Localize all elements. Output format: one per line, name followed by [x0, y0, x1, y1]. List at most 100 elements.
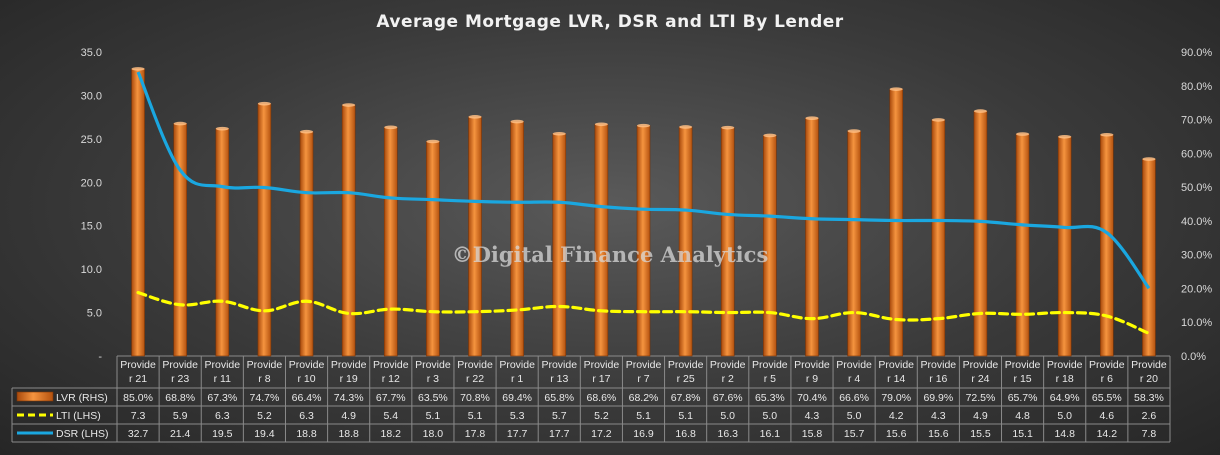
table-legend: LVR (RHS) LTI (LHS) DSR (LHS) [16, 391, 109, 440]
left-tick-label: 35.0 [81, 47, 102, 59]
left-tick-label: 10.0 [81, 264, 102, 276]
category-label: r 18 [1056, 373, 1074, 385]
lvr-bar [636, 125, 651, 357]
series-lines [136, 71, 1151, 336]
category-label: Provide [120, 359, 156, 371]
data-label: 5.1 [678, 410, 693, 422]
legend-label: LVR (RHS) [56, 392, 108, 404]
lvr-bar-cap [215, 126, 229, 131]
lvr-bar [510, 121, 524, 357]
data-label: 7.3 [131, 410, 146, 422]
lvr-bar [594, 123, 609, 357]
data-label: 14.2 [1097, 428, 1118, 440]
lvr-bar-cap [300, 129, 314, 134]
lvr-bar-cap [257, 101, 271, 106]
lvr-bar-cap [679, 125, 693, 129]
category-label: Provide [710, 359, 746, 371]
data-label: 58.3% [1134, 392, 1164, 404]
lvr-bar-cap [1142, 157, 1156, 161]
lvr-bar-cap [1100, 132, 1114, 137]
category-label: r 4 [848, 373, 860, 385]
data-label: 64.9% [1050, 392, 1080, 404]
lvr-bar [299, 131, 314, 357]
lvr-bar [215, 128, 230, 357]
lvr-bar-cap [1016, 132, 1030, 136]
lvr-bar-cap [637, 123, 650, 128]
data-label: 65.3% [755, 392, 785, 404]
data-label: 67.3% [207, 392, 237, 404]
left-tick-label: - [98, 351, 102, 363]
right-tick-label: 20.0% [1181, 283, 1212, 295]
lvr-bar [847, 130, 861, 357]
data-label: 69.4% [502, 392, 532, 404]
data-label: 5.1 [426, 410, 441, 422]
data-label: 5.0 [847, 410, 862, 422]
category-label: r 12 [382, 373, 400, 385]
lvr-bar [889, 88, 904, 357]
lvr-bar-cap [931, 118, 945, 122]
data-label: 15.5 [970, 428, 991, 440]
category-label: Provide [963, 359, 999, 371]
category-label: r 2 [722, 373, 734, 385]
category-label: r 8 [258, 373, 270, 385]
lvr-bar [931, 119, 946, 357]
left-tick-label: 25.0 [81, 134, 102, 146]
data-label: 70.8% [460, 392, 490, 404]
category-label: Provide [836, 359, 872, 371]
category-label: r 3 [427, 373, 439, 385]
data-label: 17.8 [465, 428, 486, 440]
category-label: Provide [921, 359, 957, 371]
category-label: r 20 [1140, 373, 1158, 385]
lvr-bar [257, 103, 272, 357]
category-label: Provide [1005, 359, 1041, 371]
data-label: 17.7 [507, 428, 528, 440]
data-label: 74.3% [334, 392, 364, 404]
data-label: 6.3 [299, 410, 314, 422]
data-label: 5.1 [468, 410, 483, 422]
data-label: 5.1 [636, 410, 651, 422]
lvr-bar-cap [847, 129, 861, 133]
data-label: 19.4 [254, 428, 275, 440]
category-label: r 10 [297, 373, 315, 385]
category-label: Provide [668, 359, 704, 371]
category-label: r 13 [550, 373, 568, 385]
lvr-bar-cap [1058, 134, 1072, 139]
lvr-bar-cap [384, 125, 398, 130]
lvr-bar-cap [721, 125, 735, 130]
data-label: 65.5% [1092, 392, 1122, 404]
category-label: r 14 [887, 373, 905, 385]
category-label: Provide [1047, 359, 1083, 371]
data-label: 4.9 [973, 410, 988, 422]
data-label: 6.3 [215, 410, 230, 422]
lvr-bar [173, 123, 187, 357]
data-label: 16.9 [633, 428, 654, 440]
lvr-bar [468, 116, 482, 357]
data-label: 66.6% [839, 392, 869, 404]
lvr-bar [383, 127, 398, 357]
category-label: Provide [584, 359, 620, 371]
data-label: 17.2 [591, 428, 612, 440]
data-label: 5.0 [1057, 410, 1072, 422]
category-label: Provide [162, 359, 198, 371]
data-label: 2.6 [1142, 410, 1157, 422]
data-label: 21.4 [170, 428, 191, 440]
data-label: 16.1 [760, 428, 781, 440]
data-label: 15.6 [886, 428, 907, 440]
lvr-bar [1142, 158, 1156, 357]
category-label: r 25 [677, 373, 695, 385]
data-label: 79.0% [881, 392, 911, 404]
lvr-bar-cap [594, 122, 608, 127]
category-label: Provide [331, 359, 367, 371]
category-label: r 1 [511, 373, 523, 385]
lvr-bar-cap [763, 133, 777, 138]
category-label: Provide [878, 359, 914, 371]
lvr-bar [805, 117, 819, 357]
category-label: r 17 [592, 373, 610, 385]
category-label: Provide [499, 359, 535, 371]
lvr-bar [1057, 136, 1072, 357]
category-label: r 9 [806, 373, 818, 385]
right-tick-label: 80.0% [1181, 81, 1212, 93]
right-tick-label: 0.0% [1181, 351, 1206, 363]
lvr-bar [1100, 134, 1114, 357]
lvr-bar-cap [889, 87, 903, 91]
